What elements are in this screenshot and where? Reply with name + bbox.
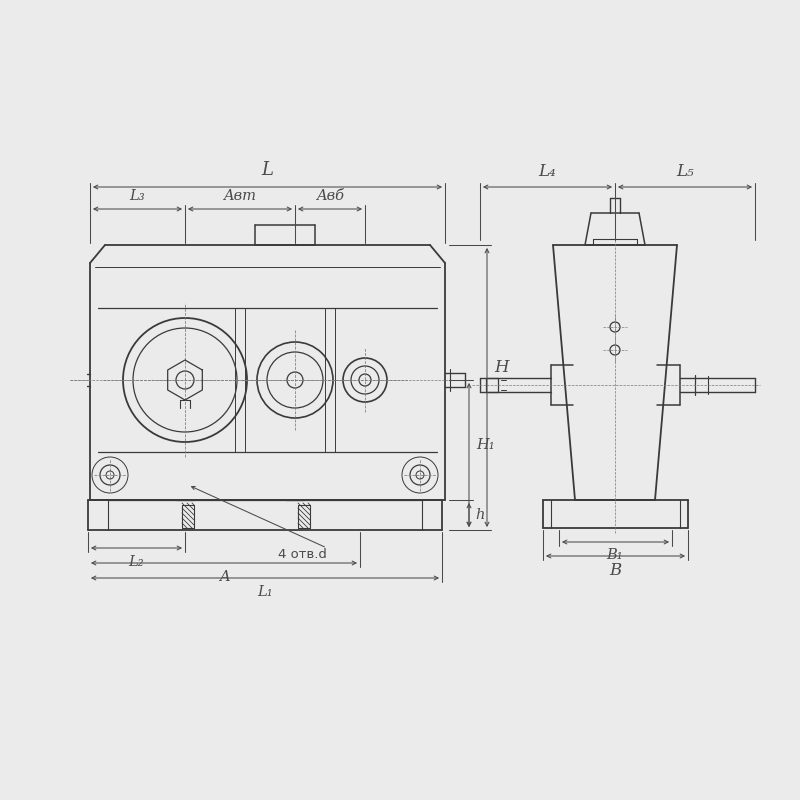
Text: A: A xyxy=(218,570,230,584)
Text: B₁: B₁ xyxy=(606,548,623,562)
Text: L₄: L₄ xyxy=(538,163,556,180)
Text: Aвт: Aвт xyxy=(223,189,257,203)
Text: H₁: H₁ xyxy=(476,438,494,452)
Text: L: L xyxy=(262,161,274,179)
Text: h: h xyxy=(475,508,484,522)
Text: L₂: L₂ xyxy=(129,555,144,569)
Text: L₃: L₃ xyxy=(130,189,146,203)
Text: B: B xyxy=(609,562,621,579)
Text: H: H xyxy=(494,359,509,376)
Text: Aвб: Aвб xyxy=(316,189,344,203)
Text: 4 отв.d: 4 отв.d xyxy=(278,548,327,561)
Text: L₁: L₁ xyxy=(257,585,273,599)
Text: L₅: L₅ xyxy=(676,163,694,180)
